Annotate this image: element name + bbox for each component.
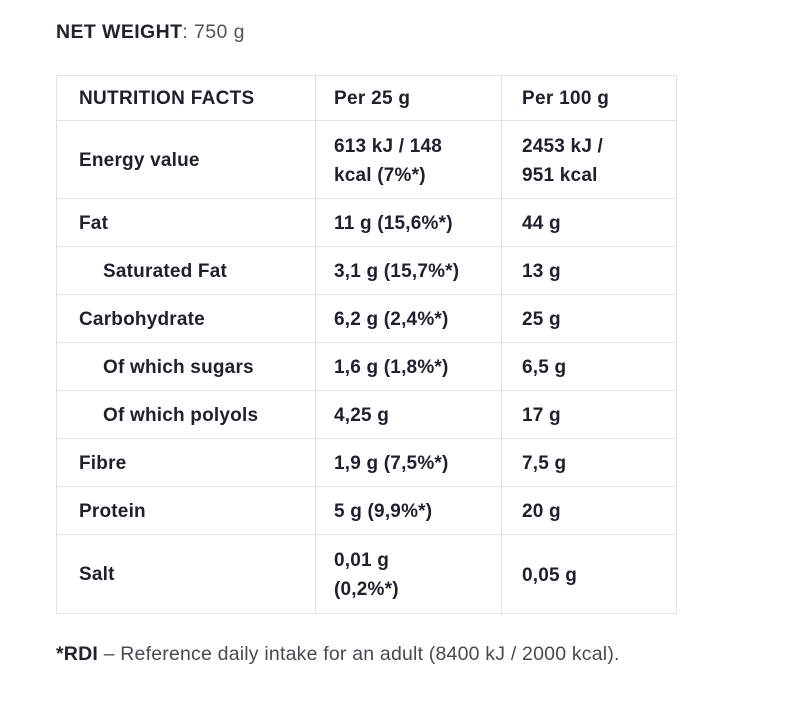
table-row: Fibre 1,9 g (7,5%*) 7,5 g [56, 438, 677, 487]
row-label-cell: Saturated Fat [56, 246, 316, 295]
per-25g-cell: 0,01 g (0,2%*) [315, 534, 502, 614]
per-25g-cell: 3,1 g (15,7%*) [315, 246, 502, 295]
net-weight-label: NET WEIGHT [56, 21, 183, 43]
table-row: Protein 5 g (9,9%*) 20 g [56, 486, 677, 535]
table-row: Salt 0,01 g (0,2%*) 0,05 g [56, 534, 677, 614]
table-header-row: NUTRITION FACTS Per 25 g Per 100 g [56, 75, 677, 121]
table-row: Energy value 613 kJ / 148 kcal (7%*) 245… [56, 120, 677, 199]
header-per-25g: Per 25 g [315, 75, 502, 121]
per-100g-cell: 20 g [501, 486, 677, 535]
per-25g-cell: 613 kJ / 148 kcal (7%*) [315, 120, 502, 199]
row-label-cell: Energy value [56, 120, 316, 199]
row-label-cell: Carbohydrate [56, 294, 316, 343]
row-label-cell: Fibre [56, 438, 316, 487]
row-label-cell: Fat [56, 198, 316, 247]
table-row: Saturated Fat 3,1 g (15,7%*) 13 g [56, 246, 677, 295]
per-25g-cell: 5 g (9,9%*) [315, 486, 502, 535]
per-100g-cell: 6,5 g [501, 342, 677, 391]
header-per-100g: Per 100 g [501, 75, 677, 121]
table-row: Carbohydrate 6,2 g (2,4%*) 25 g [56, 294, 677, 343]
per-100g-cell: 17 g [501, 390, 677, 439]
per-25g-cell: 1,6 g (1,8%*) [315, 342, 502, 391]
table-row: Of which sugars 1,6 g (1,8%*) 6,5 g [56, 342, 677, 391]
row-label-cell: Of which sugars [56, 342, 316, 391]
table-row: Of which polyols 4,25 g 17 g [56, 390, 677, 439]
rdi-footnote-label: *RDI [56, 643, 98, 665]
header-nutrition-facts: NUTRITION FACTS [56, 75, 316, 121]
rdi-footnote-text: – Reference daily intake for an adult (8… [97, 643, 620, 665]
net-weight-line: NET WEIGHT: 750 g [56, 20, 790, 44]
per-100g-cell: 2453 kJ / 951 kcal [501, 120, 677, 199]
per-100g-cell: 0,05 g [501, 534, 677, 614]
per-25g-cell: 4,25 g [315, 390, 502, 439]
table-row: Fat 11 g (15,6%*) 44 g [56, 198, 677, 247]
row-label-cell: Of which polyols [56, 390, 316, 439]
per-100g-cell: 7,5 g [501, 438, 677, 487]
row-label-cell: Salt [56, 534, 316, 614]
rdi-footnote: *RDI – Reference daily intake for an adu… [56, 641, 790, 667]
per-100g-cell: 13 g [501, 246, 677, 295]
per-100g-cell: 44 g [501, 198, 677, 247]
net-weight-value: : 750 g [182, 21, 245, 43]
per-25g-cell: 11 g (15,6%*) [315, 198, 502, 247]
per-25g-cell: 1,9 g (7,5%*) [315, 438, 502, 487]
per-25g-cell: 6,2 g (2,4%*) [315, 294, 502, 343]
row-label-cell: Protein [56, 486, 316, 535]
per-100g-cell: 25 g [501, 294, 677, 343]
nutrition-facts-table: NUTRITION FACTS Per 25 g Per 100 g Energ… [56, 75, 677, 614]
